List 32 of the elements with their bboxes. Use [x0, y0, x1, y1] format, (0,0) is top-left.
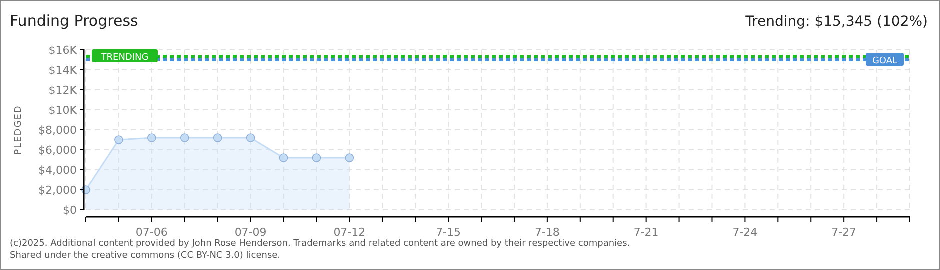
y-tick-label: $16K	[48, 44, 78, 57]
x-tick-label: 7-27	[832, 226, 857, 239]
y-axis-title: PLEDGED	[14, 105, 24, 155]
point	[345, 154, 354, 162]
ref-line-label: TRENDING	[100, 53, 149, 64]
point	[180, 134, 190, 142]
point	[279, 154, 288, 162]
point	[213, 134, 222, 142]
point	[246, 134, 256, 142]
x-tick-label: 07-06	[136, 226, 168, 239]
x-tick-label: 7-15	[436, 226, 462, 239]
y-tick-label: $12K	[48, 84, 78, 97]
y-tick-label: $2,000	[38, 184, 77, 197]
y-tick-label: $10K	[48, 104, 78, 117]
y-tick-label: $8,000	[38, 124, 77, 137]
text: (c)2025. Additional content provided by John Rose Henderson. Trademarks and related content are owned by their respective companies.	[10, 239, 630, 249]
y-tick-label: $6,000	[38, 144, 77, 157]
y-tick-label: $0	[63, 204, 77, 217]
y-tick-label: $14K	[48, 64, 78, 77]
x-tick-label: 7-24	[732, 226, 758, 239]
chart-title: Funding Progress	[10, 12, 139, 30]
point	[114, 136, 124, 144]
x-tick-label: 07-12	[334, 226, 366, 239]
point	[312, 154, 322, 162]
text: Shared under the creative commons (CC BY-NC 3.0) license.	[10, 251, 281, 261]
x-tick-label: 7-21	[634, 226, 659, 239]
point	[148, 134, 156, 142]
text: Trending: $15,345 (102%)	[744, 14, 928, 30]
x-tick-label: 7-18	[534, 226, 560, 239]
y-tick-label: $4,000	[38, 164, 77, 177]
ref-line-label: GOAL	[872, 56, 898, 66]
x-tick-label: 07-09	[234, 226, 267, 239]
